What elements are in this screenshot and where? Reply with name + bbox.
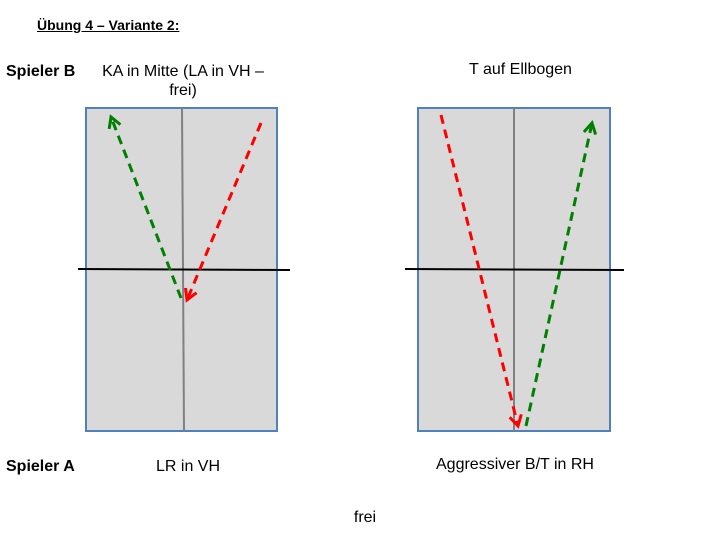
footer-note: frei — [353, 509, 377, 526]
player-a-right-action: Aggressiver B/T in RH — [436, 456, 594, 473]
right-table-net — [404, 268, 625, 271]
left-table-net — [77, 268, 291, 271]
player-b-left-action: KA in Mitte (LA in VH – frei) — [102, 63, 264, 99]
right-red-arrow — [439, 114, 523, 429]
right-green-arrow — [524, 120, 598, 427]
left-green-arrow — [107, 114, 183, 299]
player-a-label: Spieler A — [6, 458, 75, 475]
player-b-label: Spieler B — [6, 63, 76, 80]
right-table — [404, 107, 625, 432]
exercise-title: Übung 4 – Variante 2: — [37, 17, 180, 33]
player-b-right-action: T auf Ellbogen — [469, 61, 572, 78]
player-a-left-action: LR in VH — [155, 458, 221, 475]
left-table — [77, 107, 291, 432]
left-red-arrow — [184, 122, 263, 303]
